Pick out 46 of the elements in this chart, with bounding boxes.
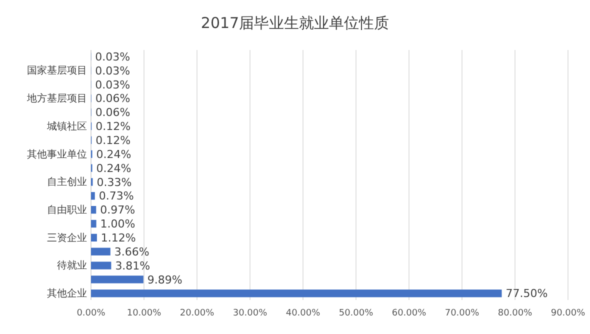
bar <box>91 206 96 214</box>
data-label: 0.06% <box>95 106 130 120</box>
data-label: 1.00% <box>100 218 136 231</box>
y-tick-label: 自主创业 <box>47 176 87 188</box>
y-tick-label: 地方基层项目 <box>26 92 87 105</box>
x-tick-label: 70.00% <box>444 308 480 318</box>
x-tick-label: 10.00% <box>126 308 162 318</box>
data-label: 3.66% <box>114 245 150 258</box>
x-tick-label: 60.00% <box>392 308 427 318</box>
data-label: 0.73% <box>98 190 134 203</box>
y-tick-label: 其他事业单位 <box>27 148 87 160</box>
x-tick-label: 50.00% <box>338 308 374 318</box>
bar <box>91 220 96 228</box>
bar <box>91 248 110 256</box>
x-tick-label: 90.00% <box>550 308 586 318</box>
x-tick-label: 80.00% <box>498 308 533 318</box>
data-label: 0.06% <box>95 92 130 106</box>
data-label: 0.03% <box>95 64 130 78</box>
data-label: 9.89% <box>147 273 182 286</box>
data-label: 0.97% <box>100 204 136 217</box>
chart-title: 2017届毕业生就业单位性质 <box>200 14 390 32</box>
x-tick-label: 40.00% <box>286 308 321 318</box>
bar <box>91 262 112 270</box>
bar <box>91 290 502 298</box>
data-label: 0.12% <box>96 134 131 148</box>
data-label: 1.12% <box>100 232 136 245</box>
data-label: 77.50% <box>506 287 548 300</box>
x-tick-label: 20.00% <box>180 308 215 318</box>
data-label: 0.24% <box>96 162 132 175</box>
data-label: 0.24% <box>96 148 132 161</box>
y-tick-label: 待就业 <box>57 260 87 272</box>
data-label: 0.03% <box>95 50 130 64</box>
y-tick-label: 自由职业 <box>47 204 87 216</box>
x-tick-label: 30.00% <box>232 308 268 318</box>
bar <box>91 192 95 200</box>
data-label: 3.81% <box>115 259 150 272</box>
bar <box>91 276 144 284</box>
x-tick-label: 0.00% <box>76 308 106 318</box>
data-label: 0.33% <box>96 176 132 189</box>
y-tick-label: 国家基层项目 <box>27 64 87 77</box>
data-label: 0.03% <box>95 78 130 92</box>
y-tick-label: 三资企业 <box>47 232 87 244</box>
y-tick-label: 其他企业 <box>47 288 87 300</box>
bar <box>91 234 97 242</box>
y-tick-label: 城镇社区 <box>46 120 87 132</box>
data-label: 0.12% <box>96 120 131 134</box>
